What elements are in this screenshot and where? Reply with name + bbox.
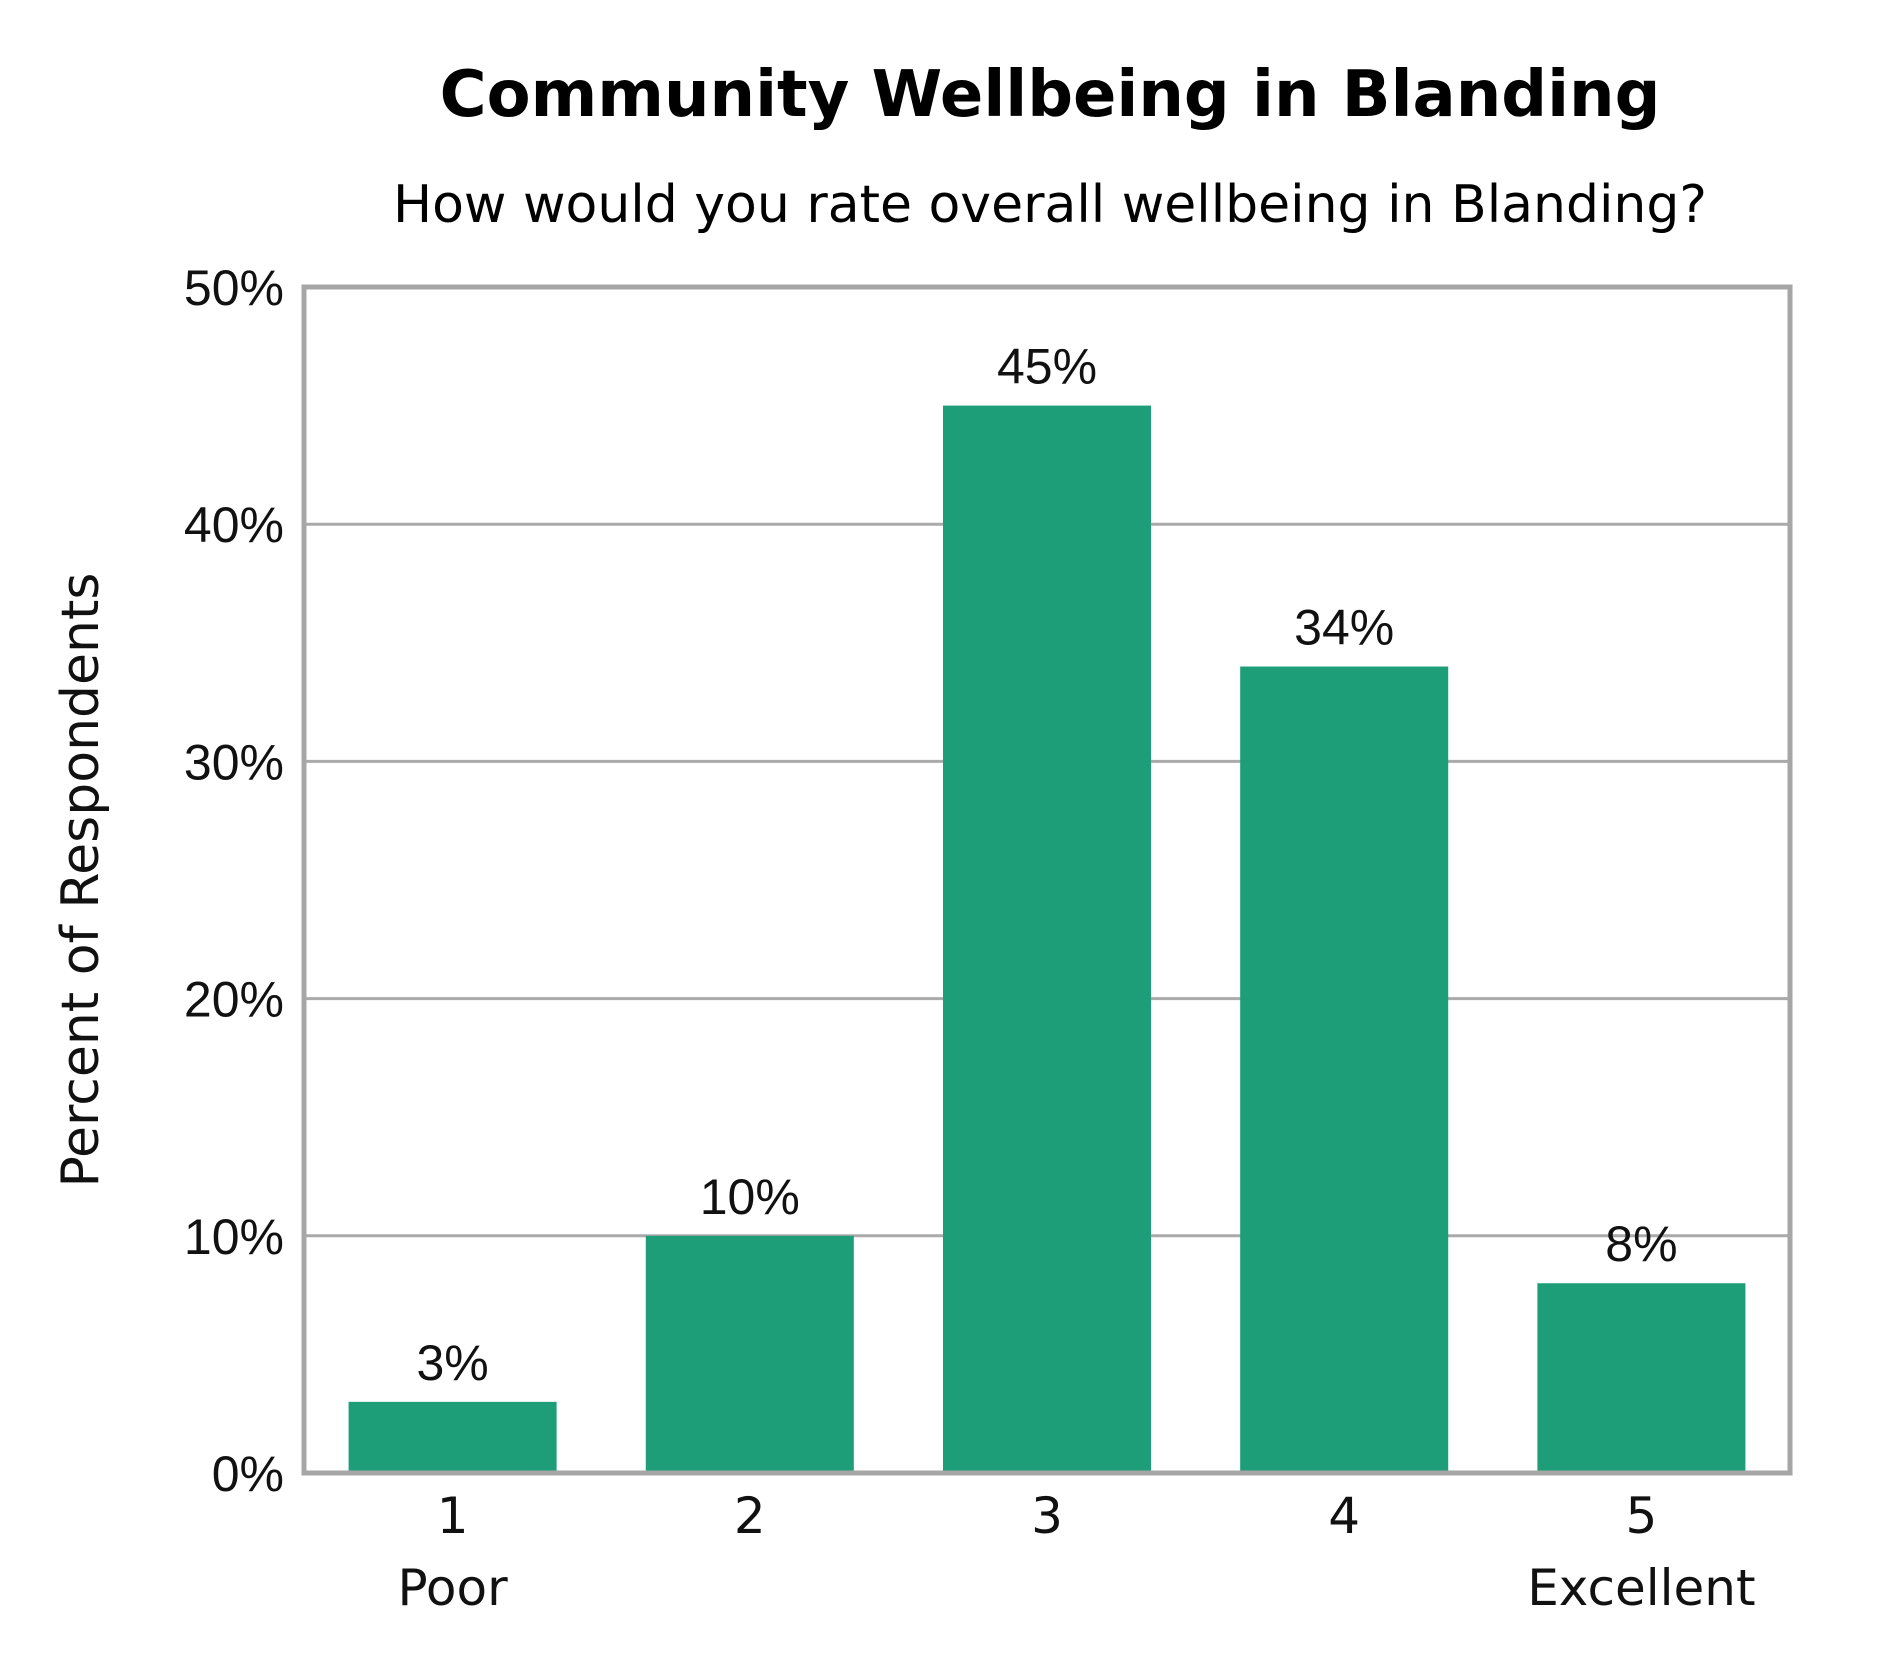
bar-4 bbox=[1240, 666, 1449, 1473]
x-tick-sublabel: Excellent bbox=[1527, 1559, 1755, 1617]
y-tick-label: 20% bbox=[184, 972, 284, 1028]
plot-frame bbox=[301, 284, 1793, 1476]
bar-2 bbox=[645, 1235, 854, 1473]
data-labels: 3% 10% 45% 34% 8% bbox=[416, 339, 1677, 1391]
x-tick-label: 3 bbox=[1031, 1487, 1063, 1545]
y-tick-label: 40% bbox=[184, 497, 284, 553]
y-tick-label: 0% bbox=[212, 1446, 284, 1502]
x-tick-label: 1 bbox=[437, 1487, 469, 1545]
x-tick-label: 5 bbox=[1625, 1487, 1657, 1545]
y-tick-label: 50% bbox=[184, 260, 284, 316]
x-axis-ticks: 1 Poor 2 3 4 5 Excellent bbox=[398, 1487, 1756, 1617]
bars bbox=[348, 405, 1746, 1474]
bar-1 bbox=[348, 1401, 557, 1473]
chart-subtitle: How would you rate overall wellbeing in … bbox=[393, 175, 1707, 235]
y-tick-label: 10% bbox=[184, 1209, 284, 1265]
chart-title: Community Wellbeing in Blanding bbox=[439, 58, 1661, 132]
x-tick-label: 4 bbox=[1328, 1487, 1360, 1545]
y-axis-title: Percent of Respondents bbox=[51, 573, 111, 1188]
x-tick-sublabel: Poor bbox=[398, 1559, 509, 1617]
y-tick-label: 30% bbox=[184, 734, 284, 790]
data-label-2: 10% bbox=[700, 1169, 800, 1225]
y-axis-ticks: 0% 10% 20% 30% 40% 50% bbox=[184, 260, 284, 1502]
data-label-1: 3% bbox=[416, 1335, 488, 1391]
x-tick-label: 2 bbox=[734, 1487, 766, 1545]
bar-3 bbox=[942, 405, 1152, 1474]
data-label-3: 45% bbox=[997, 339, 1097, 395]
bar-5 bbox=[1537, 1283, 1746, 1473]
data-label-4: 34% bbox=[1294, 600, 1394, 656]
data-label-5: 8% bbox=[1605, 1216, 1677, 1272]
